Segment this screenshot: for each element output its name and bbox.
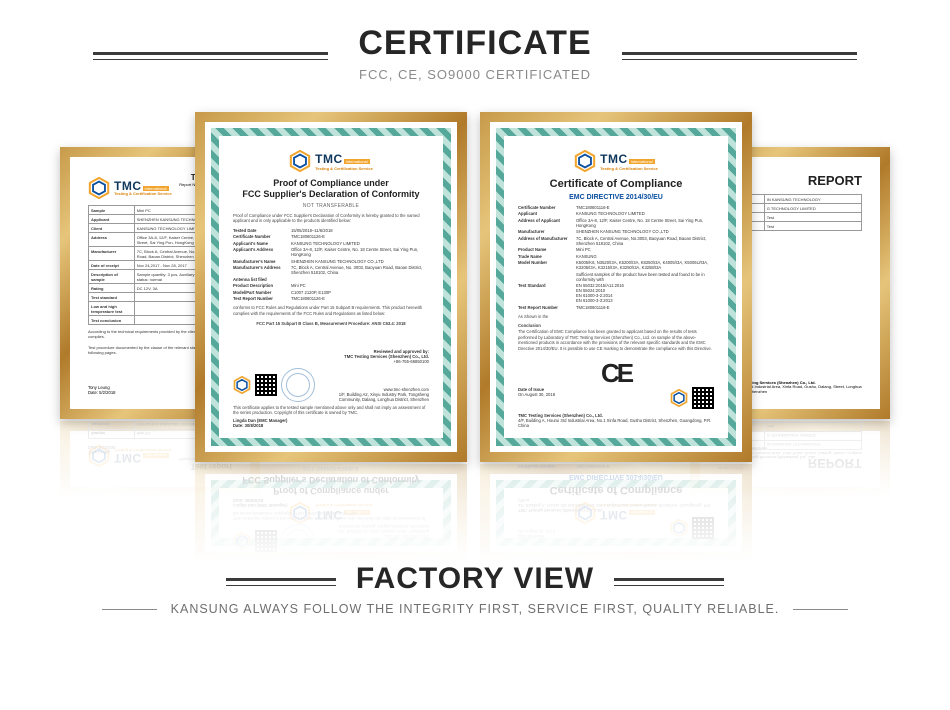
tmc-logo-text: TMCInternational Testing & Certification… [315, 151, 373, 171]
ce-certificate: TMCInternational Testing & Certification… [496, 128, 736, 446]
qr-code-icon [692, 517, 714, 539]
qr-code-icon [255, 530, 277, 552]
certificate-header: CERTIFICATE FCC, CE, SO9000 CERTIFICATED [0, 0, 950, 82]
tmc-logo: TMCInternational Testing & Certification… [518, 150, 714, 172]
ce-mark: CE [518, 358, 714, 389]
header-title: CERTIFICATE [358, 24, 591, 63]
factory-title: FACTORY VIEW [356, 562, 594, 596]
tmc-logo: TMCInternational Testing & Certification… [88, 445, 172, 467]
fcc-certificate: TMCInternational Testing & Certification… [211, 480, 451, 546]
header-title-block: CERTIFICATE FCC, CE, SO9000 CERTIFICATED [358, 24, 591, 82]
ce-certificate: TMCInternational Testing & Certification… [496, 480, 736, 546]
factory-rule-right [614, 578, 724, 580]
fcc-certificate: TMCInternational Testing & Certification… [211, 128, 451, 446]
tmc-hex-icon [88, 445, 110, 467]
tmc-logo-text: TMCInternational Testing & Certification… [315, 503, 373, 523]
tmc-hex-icon [574, 502, 596, 524]
tmc-logo: TMCInternational Testing & Certification… [233, 150, 429, 172]
factory-header: FACTORY VIEW [0, 552, 950, 596]
field-table: Tested Date15/05/2018–11/6/2018Certifica… [233, 228, 429, 302]
front-right-reflection: TMCInternational Testing & Certification… [480, 464, 752, 562]
front-left-frame: TMCInternational Testing & Certification… [195, 112, 467, 462]
factory-subtitle-row: KANSUNG ALWAYS FOLLOW THE INTEGRITY FIRS… [0, 602, 950, 616]
tmc-logo: TMCInternational Testing & Certification… [518, 502, 714, 524]
tmc-hex-icon [289, 502, 311, 524]
front-left-reflection: TMCInternational Testing & Certification… [195, 464, 467, 562]
tmc-logo-text: TMCInternational Testing & Certification… [114, 180, 172, 196]
tmc-logo-text: TMCInternational Testing & Certification… [114, 448, 172, 464]
header-subtitle: FCC, CE, SO9000 CERTIFICATED [358, 67, 591, 82]
header-rule-right [622, 52, 857, 54]
stamp-icon [281, 368, 315, 402]
field-table: Certificate NumberTMC180601116-EApplican… [518, 205, 714, 310]
tmc-logo: TMCInternational Testing & Certification… [233, 502, 429, 524]
tmc-hex-icon [574, 150, 596, 172]
factory-rule-left [226, 578, 336, 580]
thin-rule-left [102, 609, 157, 610]
header-rule-left [93, 52, 328, 54]
tmc-logo-text: TMCInternational Testing & Certification… [600, 151, 658, 171]
thin-rule-right [793, 609, 848, 610]
factory-title-block: FACTORY VIEW [356, 562, 594, 596]
tmc-hex-icon [88, 177, 110, 199]
qr-code-icon [692, 387, 714, 409]
tmc-logo-text: TMCInternational Testing & Certification… [600, 503, 658, 523]
tmc-logo: TMCInternational Testing & Certification… [88, 177, 172, 199]
factory-subtitle: KANSUNG ALWAYS FOLLOW THE INTEGRITY FIRS… [171, 602, 780, 616]
tmc-hex-icon [289, 150, 311, 172]
qr-code-icon [255, 374, 277, 396]
front-right-frame: TMCInternational Testing & Certification… [480, 112, 752, 462]
certificate-stage: TMCInternational Testing & Certification… [0, 112, 950, 552]
